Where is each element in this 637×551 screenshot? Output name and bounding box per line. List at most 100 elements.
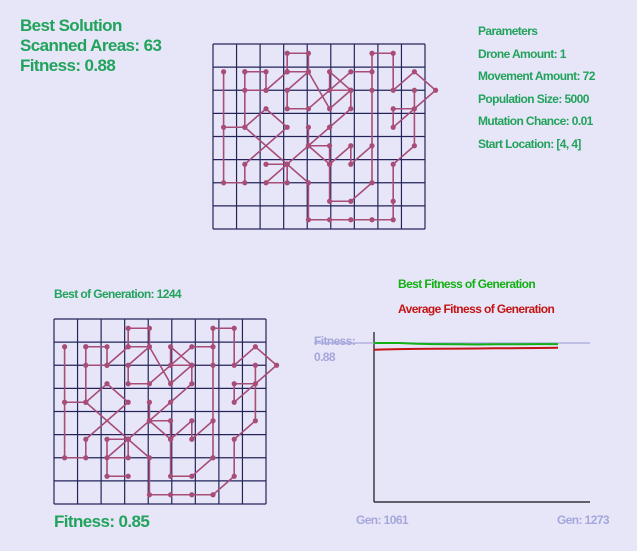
generation-fitness-label: Fitness: 0.85 [54,512,150,531]
waypoint [125,362,131,368]
waypoint [390,87,396,93]
waypoint [168,473,174,479]
waypoint [104,381,110,387]
waypoint [327,106,333,112]
generation-label: Best of Generation: 1244 [54,287,182,301]
waypoint [305,50,311,56]
waypoint [390,217,396,223]
waypoint [390,124,396,130]
waypoint [369,217,375,223]
waypoint [189,473,195,479]
generation-grid [53,318,280,505]
waypoint [221,69,227,75]
waypoint [348,87,354,93]
waypoint [242,69,248,75]
waypoint [104,344,110,350]
waypoint [168,399,174,405]
waypoint [221,124,227,130]
average-fitness-series [373,346,559,351]
waypoint [62,399,68,405]
waypoint [83,455,89,461]
best-solution-title: Best Solution [20,16,122,35]
waypoint [369,69,375,75]
waypoint [390,50,396,56]
waypoint [252,418,258,424]
waypoint [284,50,290,56]
waypoint [263,180,269,186]
waypoint [231,436,237,442]
waypoint [348,143,354,149]
waypoint [189,436,195,442]
waypoint [348,69,354,75]
waypoint [305,124,311,130]
waypoint [231,362,237,368]
waypoint [168,381,174,387]
waypoint [369,143,375,149]
waypoint [125,344,131,350]
fitness-chart [314,332,590,503]
waypoint [168,436,174,442]
waypoint [284,87,290,93]
waypoint [411,106,417,112]
waypoint [210,362,216,368]
waypoint [252,344,258,350]
waypoint [284,180,290,186]
legend-average-fitness: Average Fitness of Generation [398,302,555,316]
waypoint [327,198,333,204]
waypoint [104,473,110,479]
waypoint [83,399,89,405]
waypoint [348,217,354,223]
waypoint [146,399,152,405]
waypoint [210,418,216,424]
waypoint [348,161,354,167]
waypoint [390,198,396,204]
waypoint [231,381,237,387]
drone-path [63,327,278,496]
waypoint [242,124,248,130]
waypoint [327,143,333,149]
waypoint [305,180,311,186]
waypoint [242,161,248,167]
waypoint [146,344,152,350]
drone-amount-label: Drone Amount: 1 [478,46,566,61]
scanned-areas-label: Scanned Areas: 63 [20,36,162,55]
best-fitness-label: Fitness: 0.88 [20,56,116,75]
waypoint [210,325,216,331]
waypoint [125,473,131,479]
start-location-label: Start Location: [4, 4] [478,136,581,151]
waypoint [146,455,152,461]
waypoint [348,106,354,112]
best-solution-info: Best Solution Scanned Areas: 63 Fitness:… [20,16,162,76]
parameters-panel: Parameters Drone Amount: 1 Movement Amou… [478,24,595,159]
waypoint [433,87,439,93]
waypoint [62,344,68,350]
waypoint [327,87,333,93]
parameters-title: Parameters [478,24,538,38]
waypoint [305,217,311,223]
movement-amount-label: Movement Amount: 72 [478,69,595,83]
waypoint [231,325,237,331]
x-axis-end-label: Gen: 1273 [557,513,610,527]
waypoint [62,455,68,461]
waypoint [146,381,152,387]
waypoint [231,473,237,479]
waypoint [168,362,174,368]
waypoint [125,436,131,442]
waypoint [125,399,131,405]
waypoint [242,180,248,186]
waypoint [83,344,89,350]
waypoint [305,106,311,112]
waypoint [168,492,174,498]
waypoint [263,87,269,93]
waypoint [411,143,417,149]
waypoint [327,161,333,167]
waypoint [252,381,258,387]
waypoint [284,161,290,167]
waypoint [274,362,280,368]
legend-best-fitness: Best Fitness of Generation [398,277,536,291]
waypoint [104,436,110,442]
waypoint [125,325,131,331]
waypoint [221,180,227,186]
best-fitness-series [374,342,558,346]
waypoint [327,69,333,75]
